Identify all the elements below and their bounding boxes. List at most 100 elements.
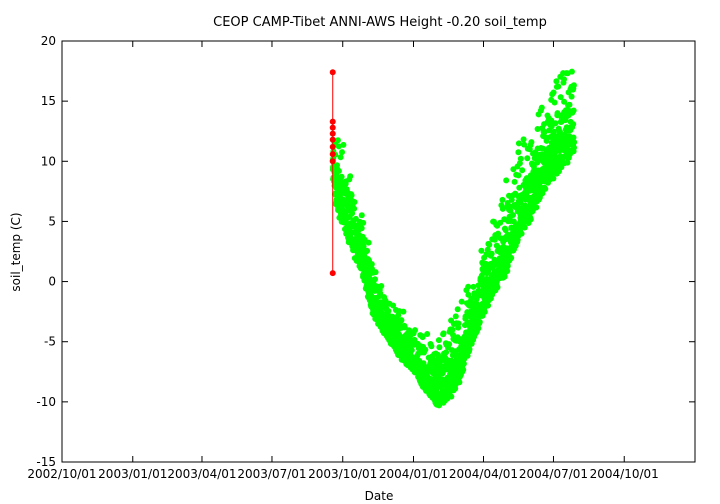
data-point — [571, 144, 577, 151]
data-point — [564, 159, 571, 166]
x-tick-label: 2003/04/01 — [167, 467, 236, 481]
data-point — [448, 393, 455, 400]
data-point — [528, 139, 535, 146]
data-point — [390, 302, 397, 309]
data-point — [504, 268, 511, 274]
data-point — [570, 82, 577, 89]
data-point — [561, 98, 568, 105]
data-point — [486, 241, 493, 248]
data-point — [501, 273, 508, 280]
data-point — [554, 110, 561, 117]
data-point — [570, 121, 577, 128]
x-tick-label: 2004/04/01 — [449, 467, 518, 481]
data-point — [335, 143, 342, 150]
data-point — [494, 284, 501, 291]
data-point — [540, 145, 547, 152]
data-point — [571, 139, 578, 146]
data-point — [485, 302, 492, 309]
data-point — [542, 185, 549, 192]
data-point — [570, 107, 577, 114]
data-point — [419, 334, 426, 341]
data-point — [401, 324, 408, 331]
data-point — [568, 93, 575, 100]
data-point — [349, 210, 356, 217]
data-point — [338, 173, 345, 180]
data-point — [329, 270, 336, 277]
data-point — [534, 126, 541, 132]
data-point — [543, 137, 550, 144]
data-point — [452, 313, 459, 320]
data-point — [455, 320, 462, 327]
data-point — [475, 282, 482, 289]
data-point — [538, 104, 545, 111]
data-point — [566, 101, 573, 108]
data-point — [456, 379, 463, 386]
data-point — [511, 178, 518, 185]
data-point — [484, 246, 491, 253]
data-point — [568, 68, 575, 75]
data-point — [372, 276, 378, 283]
plot-frame — [61, 40, 696, 463]
data-point — [510, 212, 516, 218]
data-point — [495, 230, 502, 237]
y-tick-label: 5 — [48, 214, 56, 228]
data-point — [412, 327, 418, 334]
data-point — [460, 360, 467, 367]
data-point — [556, 128, 563, 135]
data-point — [385, 308, 392, 314]
data-point — [435, 337, 442, 344]
data-point — [365, 239, 372, 246]
y-tick-label: -5 — [44, 335, 56, 349]
data-point — [348, 192, 355, 199]
data-point — [377, 290, 384, 297]
data-point — [533, 204, 540, 211]
data-point — [329, 158, 336, 165]
data-point — [553, 78, 560, 85]
data-point — [475, 325, 482, 332]
chart-title: CEOP CAMP-Tibet ANNI-AWS Height -0.20 so… — [213, 15, 547, 30]
data-point — [570, 134, 577, 141]
data-point — [351, 205, 358, 212]
data-point — [520, 136, 527, 143]
data-point — [482, 260, 489, 267]
data-point — [470, 283, 477, 290]
x-tick-label: 2002/10/01 — [27, 467, 96, 481]
y-axis-label: soil_temp (C) — [9, 212, 23, 291]
data-point — [351, 199, 358, 205]
data-point — [515, 149, 522, 156]
data-point — [510, 218, 517, 225]
data-point — [422, 346, 429, 353]
data-point — [340, 141, 347, 148]
data-point — [347, 173, 354, 180]
data-point — [360, 219, 367, 226]
data-point — [329, 130, 336, 137]
data-point — [420, 360, 427, 367]
data-point — [358, 225, 365, 232]
data-point — [454, 306, 461, 313]
data-point — [465, 283, 472, 290]
x-tick-label: 2003/01/01 — [98, 467, 167, 481]
data-points — [329, 68, 578, 409]
data-point — [551, 99, 558, 106]
data-point — [519, 167, 526, 174]
data-point — [424, 331, 431, 337]
data-point — [458, 298, 465, 305]
data-point — [557, 94, 564, 101]
data-point — [551, 128, 557, 135]
y-tick-label: 15 — [41, 94, 56, 108]
data-point — [364, 247, 371, 254]
data-point — [561, 76, 567, 83]
data-point — [372, 269, 379, 276]
data-point — [400, 308, 407, 315]
data-point — [508, 254, 515, 261]
data-point — [521, 224, 528, 231]
y-tick-label: 10 — [41, 154, 56, 168]
data-point — [449, 326, 456, 333]
data-point — [507, 207, 514, 214]
y-tick-label: -15 — [36, 455, 56, 469]
data-point — [508, 196, 515, 203]
x-axis-label: Date — [365, 489, 394, 503]
data-point — [555, 83, 562, 90]
data-point — [329, 69, 336, 76]
